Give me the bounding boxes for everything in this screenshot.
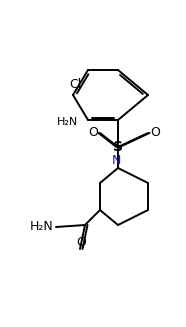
Text: O: O	[76, 235, 86, 249]
Text: O: O	[150, 127, 160, 140]
Text: H₂N: H₂N	[30, 220, 54, 233]
Text: O: O	[88, 127, 98, 140]
Text: S: S	[113, 140, 123, 154]
Text: N: N	[111, 154, 121, 167]
Text: Cl: Cl	[69, 77, 81, 91]
Text: H₂N: H₂N	[57, 117, 79, 127]
